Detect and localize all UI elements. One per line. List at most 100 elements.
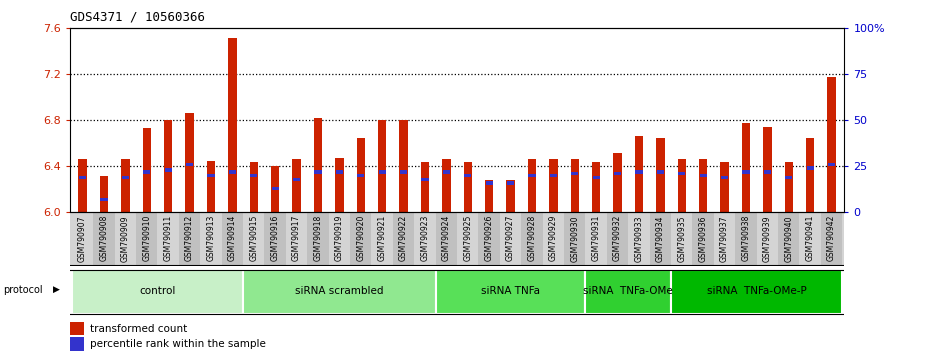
Text: GSM790939: GSM790939 bbox=[763, 215, 772, 262]
Text: GSM790935: GSM790935 bbox=[677, 215, 686, 262]
Text: GSM790913: GSM790913 bbox=[206, 215, 216, 262]
Bar bbox=[592, 176, 600, 179]
Text: GSM790918: GSM790918 bbox=[313, 215, 323, 261]
Bar bbox=[714, 212, 736, 266]
Bar bbox=[164, 120, 172, 212]
Bar bbox=[821, 212, 843, 266]
Bar bbox=[671, 212, 693, 266]
Text: siRNA  TNFa-OMe: siRNA TNFa-OMe bbox=[583, 286, 673, 296]
Text: ▶: ▶ bbox=[53, 285, 60, 294]
Bar bbox=[435, 212, 457, 266]
Text: GSM790912: GSM790912 bbox=[185, 215, 194, 261]
Bar bbox=[806, 138, 815, 212]
Bar bbox=[93, 212, 114, 266]
Text: GSM790928: GSM790928 bbox=[527, 215, 537, 261]
Bar bbox=[371, 212, 392, 266]
Bar bbox=[635, 170, 643, 173]
Bar bbox=[721, 162, 729, 212]
Bar bbox=[414, 212, 435, 266]
Text: GSM790937: GSM790937 bbox=[720, 215, 729, 262]
Bar bbox=[543, 212, 565, 266]
Bar bbox=[742, 122, 751, 212]
Bar bbox=[571, 172, 578, 176]
Bar bbox=[650, 212, 671, 266]
Text: GSM790934: GSM790934 bbox=[656, 215, 665, 262]
Bar bbox=[335, 158, 344, 212]
Text: GSM790925: GSM790925 bbox=[463, 215, 472, 262]
Text: siRNA TNFa: siRNA TNFa bbox=[481, 286, 540, 296]
Bar bbox=[356, 138, 365, 212]
Bar bbox=[157, 212, 179, 266]
Bar bbox=[122, 176, 129, 179]
Bar bbox=[699, 174, 707, 177]
Bar bbox=[828, 163, 835, 166]
Text: GSM790940: GSM790940 bbox=[784, 215, 793, 262]
Text: GSM790911: GSM790911 bbox=[164, 215, 173, 261]
Bar bbox=[457, 212, 479, 266]
Text: GSM790917: GSM790917 bbox=[292, 215, 301, 262]
Bar bbox=[336, 170, 343, 173]
Bar bbox=[828, 77, 836, 212]
Bar bbox=[70, 322, 84, 336]
Bar bbox=[527, 159, 537, 212]
Bar bbox=[399, 120, 408, 212]
Bar bbox=[379, 170, 386, 173]
Bar bbox=[243, 270, 435, 314]
Text: GSM790942: GSM790942 bbox=[827, 215, 836, 262]
Bar bbox=[378, 120, 387, 212]
Bar bbox=[657, 138, 665, 212]
Bar bbox=[114, 212, 136, 266]
Bar bbox=[757, 212, 778, 266]
Bar bbox=[221, 212, 243, 266]
Bar bbox=[186, 163, 193, 166]
Text: GSM790910: GSM790910 bbox=[142, 215, 152, 262]
Text: control: control bbox=[140, 286, 176, 296]
Bar bbox=[142, 129, 151, 212]
Bar bbox=[286, 212, 307, 266]
Bar bbox=[778, 212, 800, 266]
Bar bbox=[736, 212, 757, 266]
Bar bbox=[485, 180, 494, 212]
Bar bbox=[420, 162, 430, 212]
Bar bbox=[678, 159, 686, 212]
Bar bbox=[243, 212, 264, 266]
Bar bbox=[121, 159, 129, 212]
Bar bbox=[464, 174, 472, 177]
Bar bbox=[522, 212, 543, 266]
Text: GSM790936: GSM790936 bbox=[698, 215, 708, 262]
Text: GSM790920: GSM790920 bbox=[356, 215, 365, 262]
Text: GSM790923: GSM790923 bbox=[420, 215, 430, 262]
Bar bbox=[392, 212, 414, 266]
Bar bbox=[586, 212, 607, 266]
Bar bbox=[699, 159, 708, 212]
Text: siRNA scrambled: siRNA scrambled bbox=[295, 286, 384, 296]
Bar bbox=[742, 170, 750, 173]
Bar bbox=[249, 162, 258, 212]
Text: GSM790931: GSM790931 bbox=[591, 215, 601, 262]
Bar bbox=[570, 159, 579, 212]
Bar bbox=[485, 181, 493, 185]
Text: GSM790926: GSM790926 bbox=[485, 215, 494, 262]
Bar bbox=[228, 38, 236, 212]
Bar bbox=[764, 170, 771, 173]
Bar bbox=[200, 212, 221, 266]
Bar bbox=[613, 153, 622, 212]
Text: GSM790921: GSM790921 bbox=[378, 215, 387, 261]
Bar bbox=[764, 127, 772, 212]
Text: transformed count: transformed count bbox=[90, 324, 187, 334]
Bar bbox=[671, 270, 843, 314]
Text: siRNA  TNFa-OMe-P: siRNA TNFa-OMe-P bbox=[707, 286, 806, 296]
Bar bbox=[500, 212, 522, 266]
Bar bbox=[100, 176, 108, 212]
Text: GSM790922: GSM790922 bbox=[399, 215, 408, 261]
Bar bbox=[634, 136, 644, 212]
Bar bbox=[72, 270, 243, 314]
Bar bbox=[185, 113, 193, 212]
Bar bbox=[250, 174, 258, 177]
Bar bbox=[264, 212, 286, 266]
Text: GSM790916: GSM790916 bbox=[271, 215, 280, 262]
Text: GSM790933: GSM790933 bbox=[634, 215, 644, 262]
Bar bbox=[293, 178, 300, 181]
Bar bbox=[721, 176, 728, 179]
Bar bbox=[549, 159, 558, 212]
